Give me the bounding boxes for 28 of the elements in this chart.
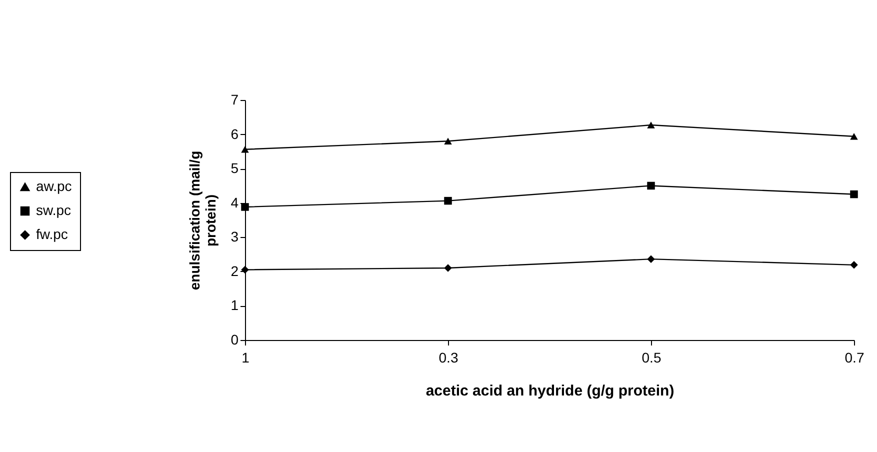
point [850, 261, 858, 269]
x-tick-label: 1 [242, 350, 250, 366]
y-tick-label: 7 [230, 92, 239, 108]
point [241, 203, 249, 211]
point [850, 190, 858, 198]
y-tick-label: 0 [230, 332, 239, 348]
y-axis-title: enulsification (mail/g protein) [186, 150, 219, 290]
y-tick-label: 4 [230, 194, 239, 210]
point [444, 196, 452, 205]
y-tick-label: 3 [230, 228, 239, 245]
y-tick-label: 5 [230, 160, 239, 176]
x-tick-label: 0.3 [438, 350, 458, 366]
legend-label: sw.pc [36, 202, 72, 218]
y-tick-label: 2 [230, 262, 239, 279]
point [850, 132, 858, 140]
point [241, 146, 249, 153]
x-tick-label: 0.7 [844, 350, 864, 366]
y-tick-label: 1 [230, 297, 239, 314]
legend-label: fw.pc [36, 226, 68, 242]
point [647, 182, 655, 190]
point [444, 264, 452, 272]
point [647, 255, 655, 263]
point [647, 122, 655, 128]
legend-label: aw.pc [36, 178, 72, 194]
y-tick-label: 6 [230, 126, 239, 142]
x-axis-title: acetic acid an hydride (g/g protein) [426, 382, 674, 400]
x-tick-label: 0.5 [642, 350, 662, 366]
point [444, 138, 452, 144]
